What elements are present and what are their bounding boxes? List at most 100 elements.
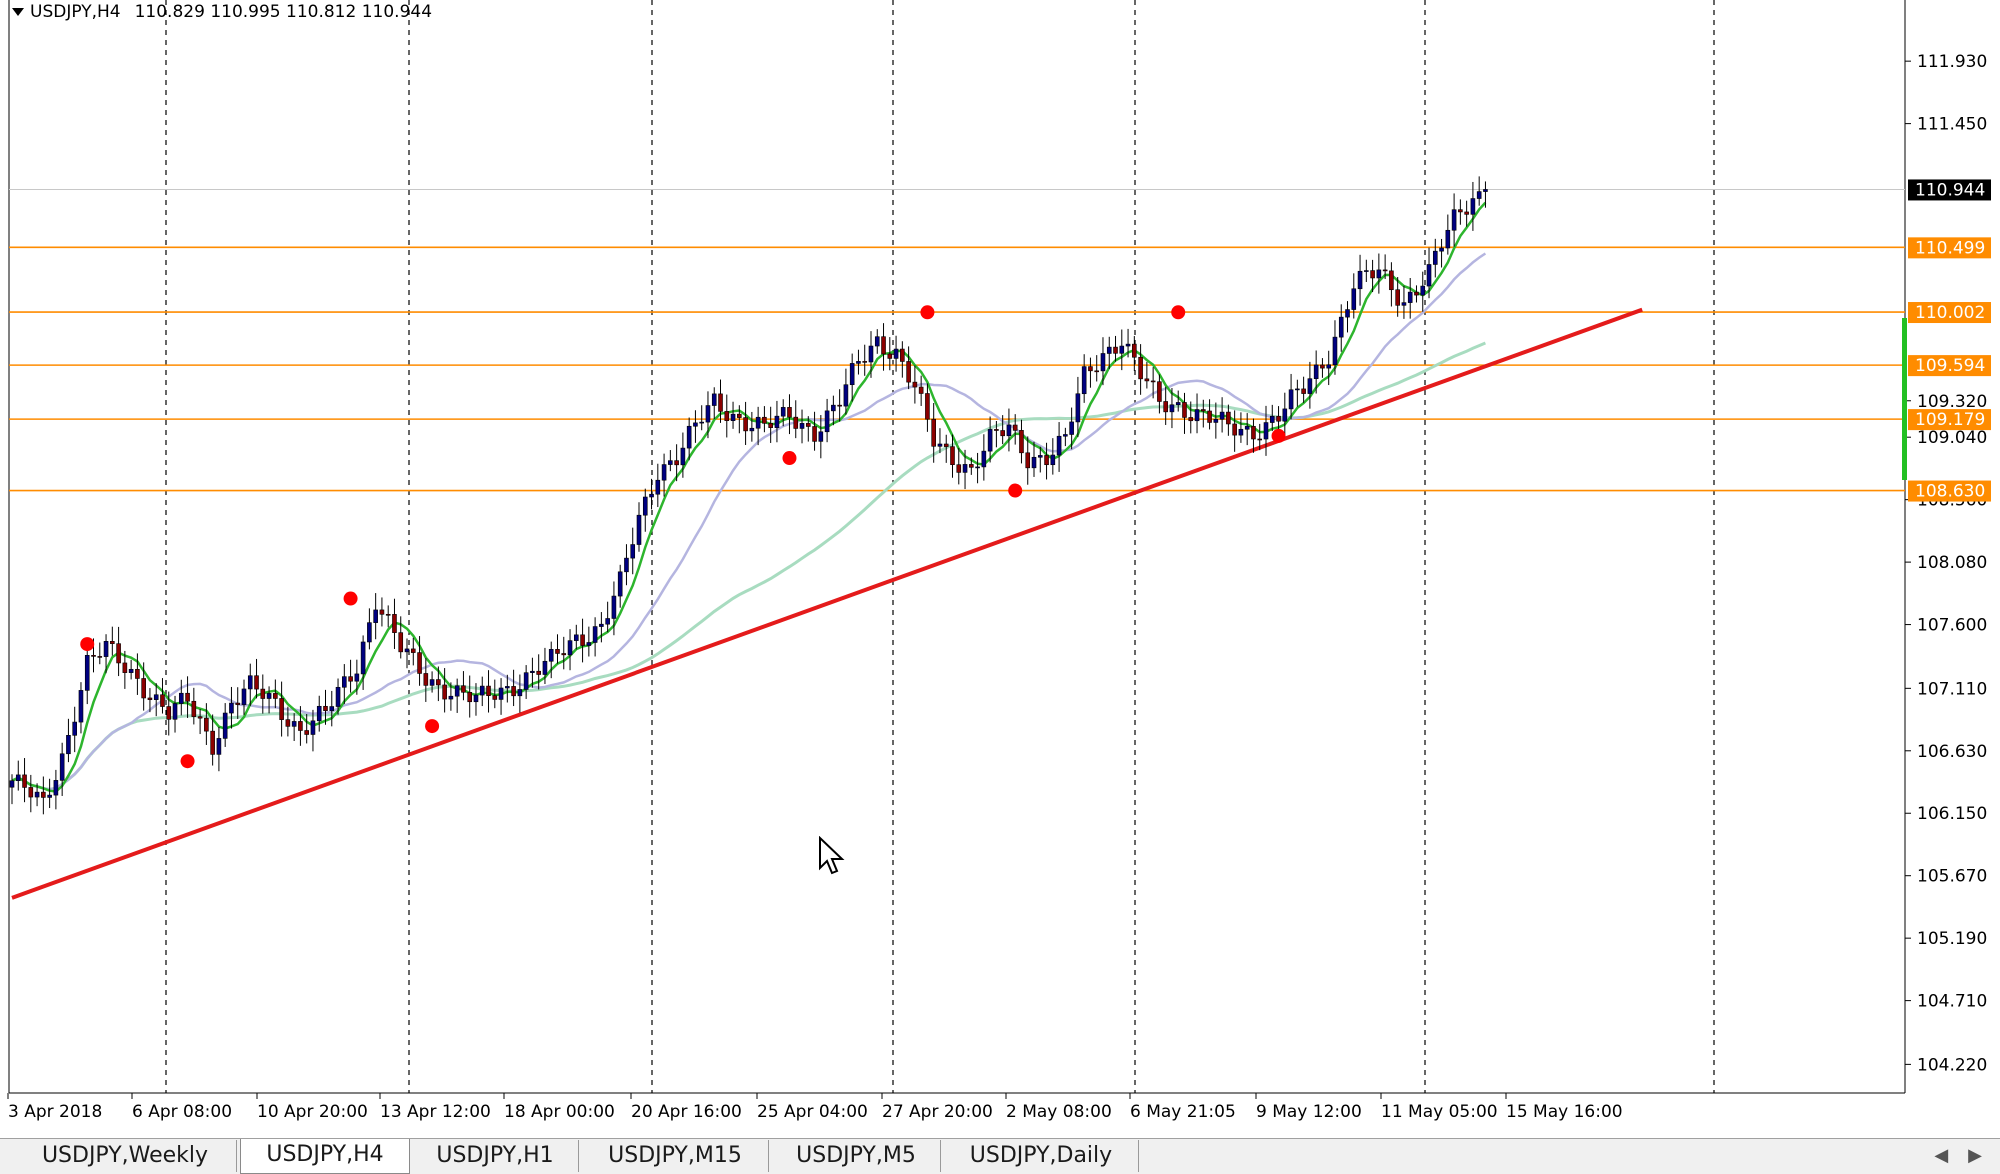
swing-point-marker[interactable] — [80, 637, 95, 652]
candle-body — [1150, 380, 1156, 383]
candle-body — [1063, 434, 1068, 437]
candle-body — [887, 353, 893, 359]
candle-body — [1119, 345, 1125, 354]
candle-body — [1295, 388, 1300, 391]
candle-body — [1364, 270, 1369, 272]
candle-body — [1320, 364, 1325, 369]
candle-body — [931, 418, 936, 447]
candle-body — [479, 685, 485, 696]
candle-body — [1476, 191, 1482, 199]
tab-usdjpy-m15[interactable]: USDJPY,M15 — [582, 1140, 769, 1172]
x-axis-tick-label: 9 May 12:00 — [1256, 1102, 1362, 1122]
trendline[interactable] — [11, 307, 1643, 900]
candle-body — [1157, 381, 1162, 402]
candle-body — [291, 721, 297, 727]
candle-body — [837, 404, 842, 407]
candle-body — [354, 673, 360, 682]
candle-body — [1326, 364, 1331, 369]
candle-body — [1257, 438, 1263, 441]
candle-body — [530, 670, 535, 673]
chart-area[interactable]: 111.930111.450109.320109.040108.560108.0… — [0, 0, 2000, 1138]
candle-body — [699, 421, 705, 424]
candle-body — [505, 686, 510, 689]
price-level-label: 109.594 — [1915, 356, 1985, 376]
scroll-right-icon[interactable]: ▶ — [1968, 1145, 1982, 1166]
candle-body — [1357, 270, 1363, 290]
candle-body — [975, 466, 980, 469]
candle-body — [285, 719, 291, 727]
candle-body — [1301, 388, 1306, 394]
tab-usdjpy-h4[interactable]: USDJPY,H4 — [240, 1139, 410, 1174]
candle-body — [511, 686, 516, 697]
swing-point-marker[interactable] — [343, 591, 358, 606]
tab-usdjpy-weekly[interactable]: USDJPY,Weekly — [14, 1140, 237, 1172]
candle-body — [335, 686, 341, 707]
price-level-label: 108.630 — [1915, 482, 1985, 502]
candle-body — [962, 464, 968, 473]
swing-point-marker[interactable] — [180, 754, 195, 769]
price-chart[interactable]: 111.930111.450109.320109.040108.560108.0… — [0, 0, 2000, 1138]
fast-moving-average-line — [11, 201, 1487, 793]
candle-body — [749, 427, 755, 432]
candle-body — [1132, 343, 1137, 358]
candle-body — [442, 684, 447, 700]
swing-point-marker[interactable] — [425, 719, 440, 734]
scroll-left-icon[interactable]: ◀ — [1934, 1145, 1949, 1166]
candle-body — [423, 673, 429, 686]
candle-body — [1056, 435, 1062, 456]
price-level-label: 109.179 — [1915, 410, 1985, 430]
candle-body — [824, 410, 830, 433]
swing-point-marker[interactable] — [782, 451, 797, 466]
candle-body — [1426, 264, 1432, 287]
swing-point-marker[interactable] — [1271, 428, 1286, 443]
candle-body — [705, 405, 711, 423]
candle-body — [1175, 402, 1181, 406]
candle-body — [987, 429, 993, 452]
candle-body — [1232, 423, 1237, 436]
swing-point-marker[interactable] — [1008, 483, 1023, 498]
x-axis-tick-label: 27 Apr 20:00 — [882, 1102, 993, 1122]
x-axis-tick-label: 6 May 21:05 — [1130, 1102, 1236, 1122]
candle-body — [580, 634, 585, 646]
candle-body — [605, 618, 610, 625]
candle-body — [1470, 198, 1476, 215]
candle-body — [805, 423, 811, 427]
tab-usdjpy-daily[interactable]: USDJPY,Daily — [944, 1140, 1139, 1172]
candle-body — [981, 450, 987, 468]
x-axis-tick-label: 25 Apr 04:00 — [757, 1102, 868, 1122]
candle-body — [1244, 426, 1250, 430]
tab-scroll-controls: ◀ ▶ — [1914, 1145, 1982, 1166]
swing-point-marker[interactable] — [1171, 305, 1186, 320]
candle-body — [1188, 417, 1194, 422]
candle-body — [160, 694, 165, 707]
candle-body — [517, 689, 523, 697]
x-axis-tick-label: 10 Apr 20:00 — [257, 1102, 368, 1122]
candle-body — [555, 649, 560, 654]
candle-body — [72, 721, 77, 736]
candle-body — [611, 595, 617, 619]
swing-point-marker[interactable] — [920, 305, 935, 320]
candle-body — [762, 416, 767, 424]
candle-body — [310, 720, 316, 735]
candle-body — [787, 407, 792, 418]
candle-body — [668, 460, 673, 465]
candle-body — [943, 443, 949, 447]
candle-body — [523, 672, 529, 690]
dropdown-triangle-icon[interactable] — [12, 8, 24, 16]
candle-body — [649, 493, 654, 498]
y-axis-tick-label: 107.110 — [1917, 679, 1987, 699]
candle-body — [34, 791, 40, 798]
candle-body — [178, 692, 184, 704]
candle-body — [1069, 421, 1074, 435]
tab-usdjpy-m5[interactable]: USDJPY,M5 — [772, 1140, 941, 1172]
candle-body — [1269, 415, 1275, 423]
mid-moving-average-line — [11, 252, 1487, 791]
candle-body — [1432, 250, 1438, 265]
candle-body — [1125, 343, 1131, 347]
candle-body — [1000, 430, 1005, 437]
y-axis-tick-label: 107.600 — [1917, 616, 1987, 636]
candle-body — [15, 774, 21, 782]
tab-usdjpy-h1[interactable]: USDJPY,H1 — [412, 1140, 579, 1172]
candle-body — [222, 712, 228, 739]
candle-body — [737, 413, 742, 418]
